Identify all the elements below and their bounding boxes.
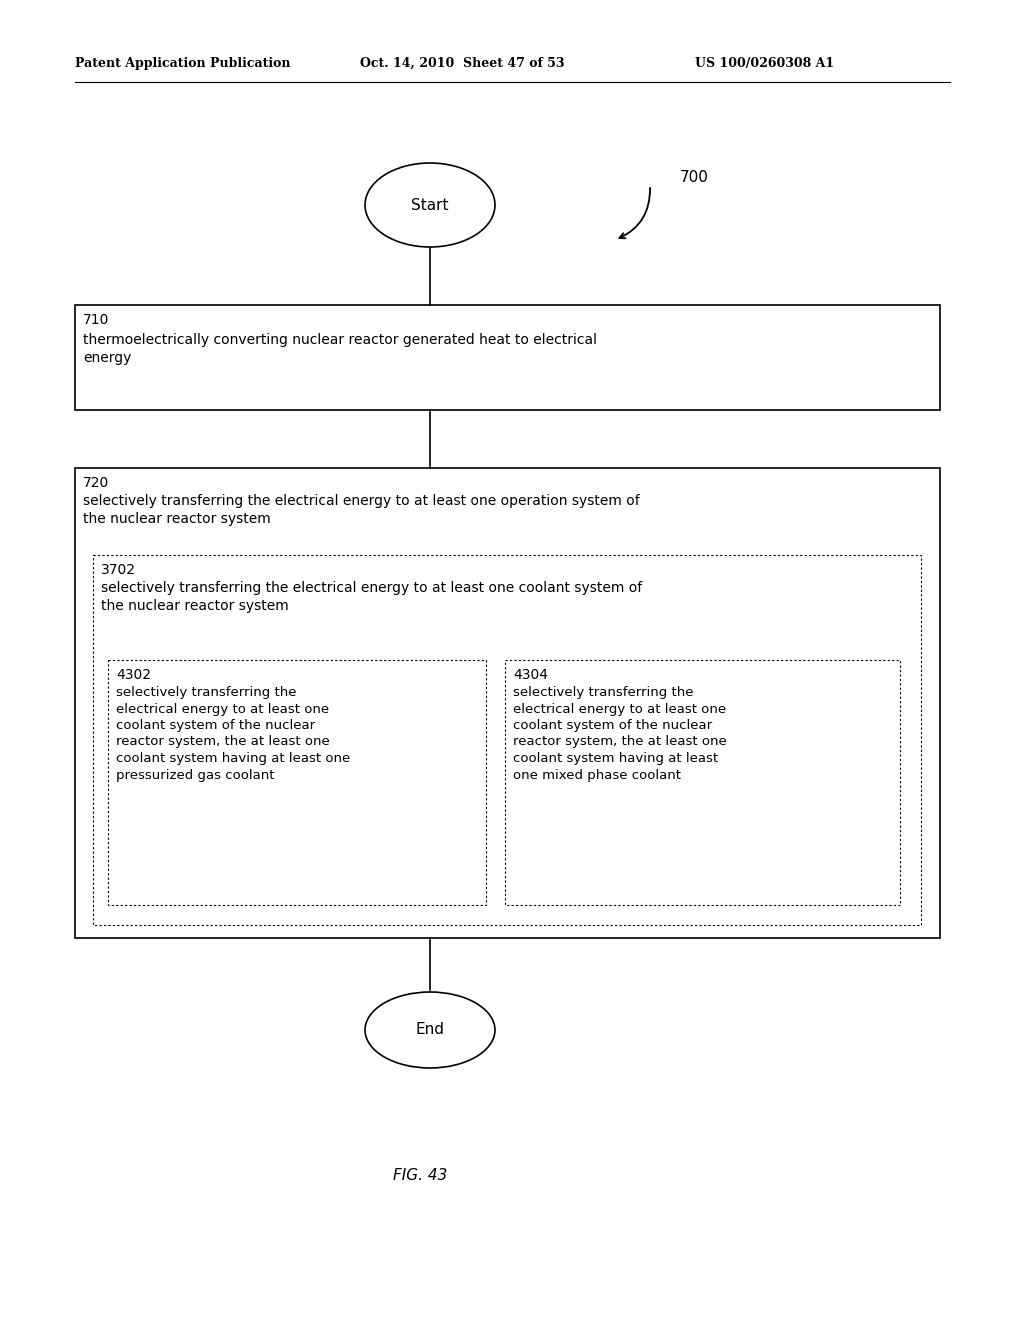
Bar bbox=[75, 469, 940, 939]
Bar bbox=[93, 554, 921, 925]
Text: End: End bbox=[416, 1023, 444, 1038]
Text: 720: 720 bbox=[83, 477, 110, 490]
Text: thermoelectrically converting nuclear reactor generated heat to electrical
energ: thermoelectrically converting nuclear re… bbox=[83, 333, 597, 366]
Text: US 100/0260308 A1: US 100/0260308 A1 bbox=[695, 57, 835, 70]
Text: Start: Start bbox=[412, 198, 449, 213]
Ellipse shape bbox=[365, 993, 495, 1068]
Text: Oct. 14, 2010  Sheet 47 of 53: Oct. 14, 2010 Sheet 47 of 53 bbox=[360, 57, 564, 70]
Text: 4302: 4302 bbox=[116, 668, 151, 682]
Text: 710: 710 bbox=[83, 313, 110, 327]
Text: 4304: 4304 bbox=[513, 668, 548, 682]
Text: FIG. 43: FIG. 43 bbox=[393, 1167, 447, 1183]
Text: 700: 700 bbox=[680, 170, 709, 186]
Text: Patent Application Publication: Patent Application Publication bbox=[75, 57, 291, 70]
Text: selectively transferring the electrical energy to at least one coolant system of: selectively transferring the electrical … bbox=[101, 581, 642, 614]
Bar bbox=[505, 660, 900, 906]
Text: selectively transferring the
electrical energy to at least one
coolant system of: selectively transferring the electrical … bbox=[116, 686, 350, 781]
Text: selectively transferring the
electrical energy to at least one
coolant system of: selectively transferring the electrical … bbox=[513, 686, 727, 781]
Bar bbox=[75, 305, 940, 411]
Bar bbox=[108, 660, 486, 906]
Ellipse shape bbox=[365, 162, 495, 247]
Text: 3702: 3702 bbox=[101, 564, 136, 577]
Text: selectively transferring the electrical energy to at least one operation system : selectively transferring the electrical … bbox=[83, 494, 640, 527]
